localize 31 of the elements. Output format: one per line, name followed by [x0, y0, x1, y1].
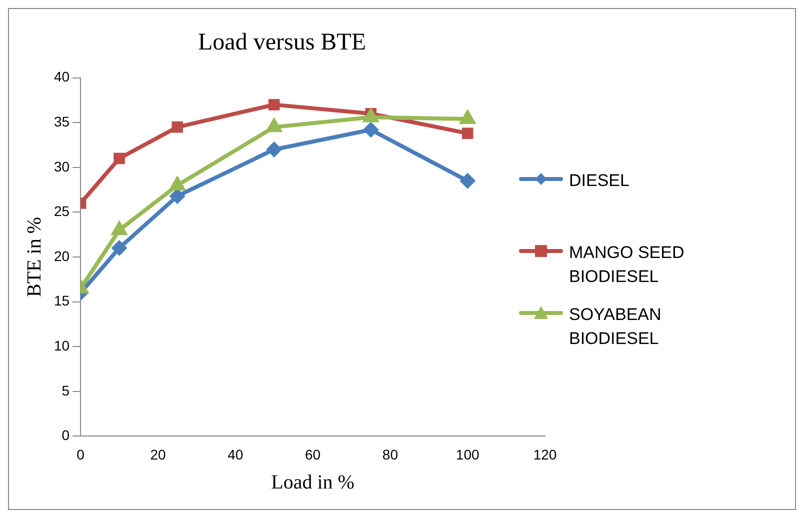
y-tick-label: 35 [54, 113, 70, 130]
legend-label: DIESEL [569, 170, 630, 192]
x-tick-label: 0 [76, 446, 85, 462]
legend-label: SOYABEAN BIODIESEL [569, 304, 662, 350]
y-axis-title: BTE in % [23, 217, 46, 297]
y-tick-label: 5 [62, 382, 70, 398]
y-tick-label: 20 [54, 248, 70, 264]
point [169, 188, 186, 204]
point [114, 152, 125, 164]
x-axis-title: Load in % [271, 471, 354, 494]
point [266, 141, 282, 158]
point [111, 240, 128, 256]
point [172, 121, 183, 133]
y-tick-label: 0 [62, 427, 70, 444]
point [268, 99, 280, 110]
y-tick-label: 10 [54, 337, 70, 354]
y-tick-label: 40 [54, 68, 70, 85]
legend-label: MANGO SEED BIODIESEL [569, 242, 686, 288]
y-tick-label: 25 [54, 203, 70, 220]
x-tick-label: 40 [228, 446, 244, 462]
point [462, 128, 474, 140]
x-tick-label: 120 [533, 446, 557, 462]
x-tick-label: 80 [382, 446, 398, 462]
x-tick-label: 60 [304, 446, 321, 462]
point [460, 172, 476, 189]
x-tick-label: 20 [150, 446, 166, 462]
chart-title: Load versus BTE [198, 30, 366, 56]
y-tick-label: 30 [54, 158, 70, 174]
point [362, 122, 379, 138]
x-tick-label: 100 [456, 446, 480, 462]
y-tick-label: 15 [54, 292, 70, 309]
